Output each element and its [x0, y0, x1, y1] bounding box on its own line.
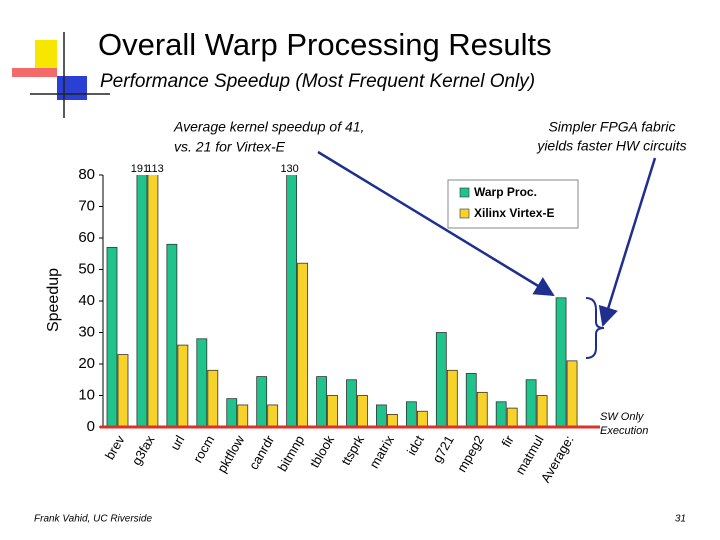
bar [177, 344, 189, 428]
bars [106, 175, 578, 428]
x-tick-label: canrdr [246, 432, 278, 472]
x-tick-label: mpeg2 [454, 433, 487, 475]
x-tick-label: url [167, 433, 187, 453]
bar [106, 247, 118, 428]
annotation: yields faster HW circuits [536, 138, 686, 154]
value-label: 191 [131, 163, 149, 175]
legend: Warp Proc. Xilinx Virtex-E [447, 179, 579, 229]
annotation: Simpler FPGA fabric [548, 119, 675, 135]
bar [405, 401, 417, 428]
footer: Frank Vahid, UC Riverside [34, 514, 152, 525]
deco-blue [57, 76, 87, 100]
brace [585, 297, 605, 359]
x-tick-label: tblook [307, 432, 338, 470]
y-tick-label: 0 [87, 418, 95, 435]
slide-subtitle: Performance Speedup (Most Frequent Kerne… [100, 71, 535, 92]
bar [495, 401, 507, 428]
bar [357, 395, 368, 428]
y-tick-label: 70 [78, 197, 95, 214]
y-tick-label: 10 [78, 386, 95, 403]
bar [166, 243, 178, 428]
bar [117, 354, 129, 428]
x-tick-label: ttsprk [338, 432, 367, 467]
x-tick-label: g721 [429, 433, 456, 466]
x-tick-label: fir [498, 432, 517, 449]
x-tick-label: brev [102, 432, 128, 462]
y-tick-label: 20 [78, 355, 95, 372]
bar [387, 413, 398, 428]
bar [136, 175, 148, 428]
bar [147, 175, 159, 428]
y-tick-label: 80 [78, 166, 95, 183]
legend-label: Warp Proc. [474, 185, 537, 199]
y-tick-label: 50 [78, 260, 95, 277]
x-tick-label: g3fax [129, 432, 158, 467]
bar [446, 369, 458, 428]
value-label: 113 [146, 163, 164, 175]
legend-box [447, 179, 579, 229]
y-tick-label: 60 [78, 229, 95, 246]
bar [207, 369, 219, 428]
x-tick-label: rocm [190, 433, 217, 466]
bar [476, 391, 488, 428]
annotation: vs. 21 for Virtex-E [174, 139, 286, 155]
x-tick-label: bitmnp [275, 433, 308, 474]
annotation: SW Only [600, 411, 645, 423]
y-axis-label: Speedup [45, 268, 62, 332]
bar [316, 376, 327, 428]
bar [196, 338, 208, 428]
annotation: Average kernel speedup of 41, [173, 119, 364, 135]
y-tick-label: 40 [78, 292, 95, 309]
bar [346, 379, 357, 428]
deco-yellow [35, 40, 57, 70]
bar [566, 360, 578, 428]
bar [435, 332, 447, 428]
bar [536, 395, 548, 428]
y-tick-label: 30 [78, 323, 95, 340]
bar [555, 297, 567, 428]
legend-label: Xilinx Virtex-E [474, 206, 554, 220]
bar [506, 407, 518, 428]
x-tick-label: pktflow [214, 432, 248, 475]
arrow [317, 150, 555, 297]
bar [297, 262, 309, 428]
arrow [598, 157, 657, 327]
bar [376, 404, 387, 428]
bar [465, 373, 477, 428]
bar [327, 395, 338, 428]
bar [525, 379, 537, 428]
legend-swatch [459, 208, 470, 219]
slide-title: Overall Warp Processing Results [98, 27, 552, 62]
legend-swatch [459, 187, 470, 198]
value-label: 130 [280, 163, 298, 175]
x-tick-label: idct [404, 432, 427, 457]
x-tick-label: matrix [366, 432, 397, 471]
page-number: 31 [675, 514, 686, 525]
bar [237, 404, 249, 428]
deco-red [12, 68, 57, 77]
bar [256, 376, 268, 428]
bar [267, 404, 279, 428]
bar [226, 398, 238, 428]
annotation: Execution [600, 425, 648, 437]
bar [416, 410, 428, 428]
